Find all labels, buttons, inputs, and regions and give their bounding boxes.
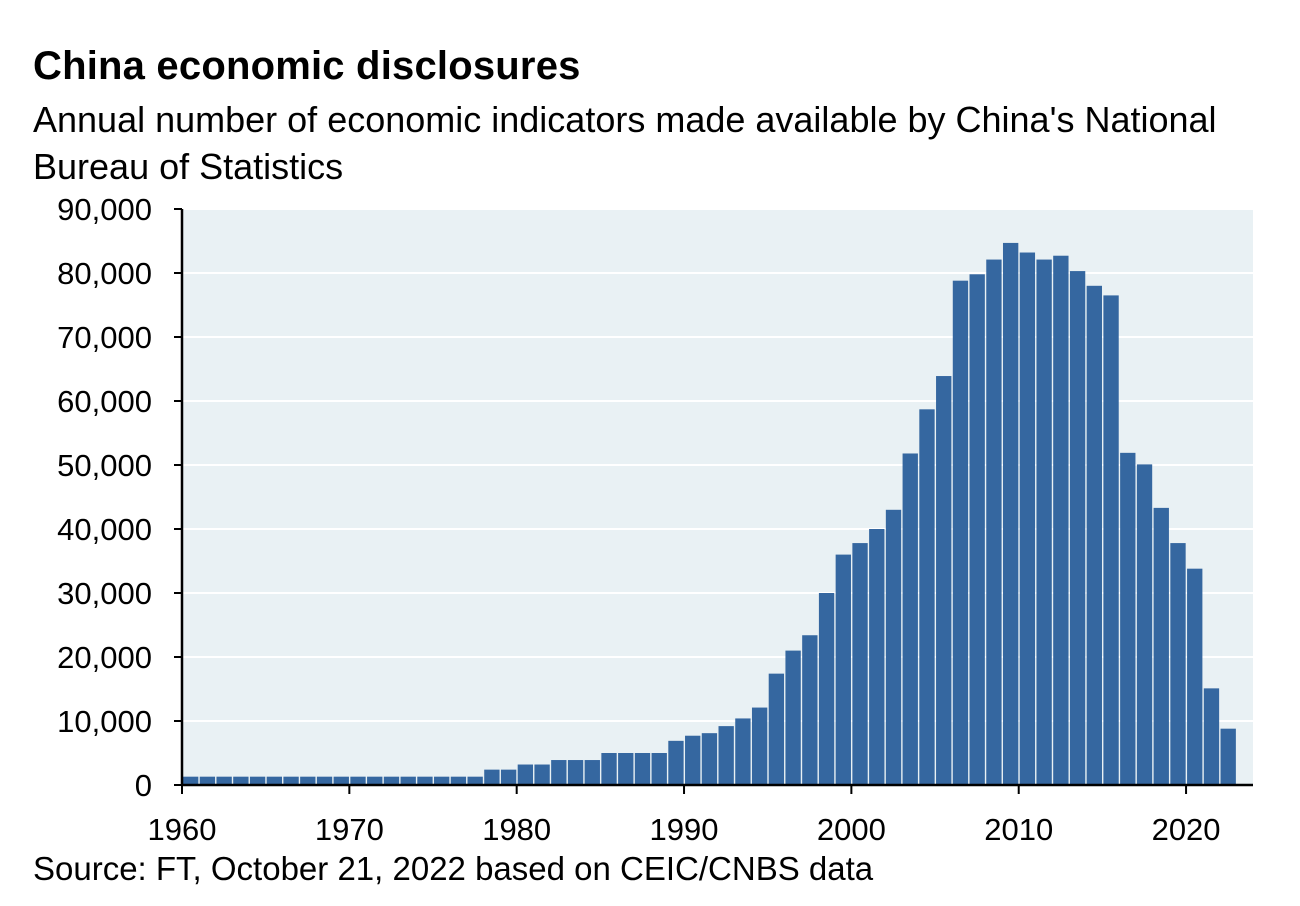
bar-1967: [300, 776, 316, 785]
y-tick-label: 0: [135, 768, 152, 803]
bar-1984: [584, 760, 600, 785]
bar-1985: [601, 753, 617, 785]
bar-1971: [367, 776, 383, 785]
bar-1961: [199, 776, 216, 785]
bar-1974: [417, 776, 433, 785]
bar-1999: [835, 554, 851, 785]
bar-2005: [936, 376, 952, 785]
y-tick-label: 40,000: [57, 512, 152, 547]
bar-2001: [869, 529, 885, 785]
x-tick-label: 1980: [482, 812, 551, 847]
bar-1960: [183, 776, 199, 785]
bar-2013: [1069, 271, 1086, 786]
y-tick-label: 30,000: [57, 576, 152, 611]
bar-2022: [1220, 728, 1236, 785]
bar-1977: [467, 776, 483, 785]
bar-1969: [333, 776, 349, 785]
chart-subtitle: Annual number of economic indicators mad…: [33, 99, 1217, 187]
bar-2018: [1153, 507, 1169, 785]
bar-2019: [1170, 543, 1186, 785]
bar-1998: [818, 593, 835, 785]
x-tick-label: 1990: [650, 812, 719, 847]
bar-2007: [969, 274, 985, 785]
bar-1979: [500, 769, 517, 785]
bar-1966: [283, 776, 299, 785]
chart-title: China economic disclosures: [33, 44, 581, 88]
bar-2015: [1103, 295, 1119, 785]
y-tick-label: 10,000: [57, 704, 152, 739]
bar-1975: [434, 776, 450, 785]
bar-1994: [751, 707, 768, 785]
bar-1963: [233, 776, 249, 785]
bar-1996: [785, 650, 801, 785]
bar-2014: [1086, 285, 1102, 785]
x-tick-label: 1970: [315, 812, 384, 847]
bar-2000: [852, 543, 868, 785]
bar-1980: [517, 764, 534, 785]
bar-2004: [919, 409, 935, 785]
bar-1964: [249, 776, 266, 785]
y-tick-label: 50,000: [57, 448, 152, 483]
y-tick-label: 60,000: [57, 384, 152, 419]
x-tick-label: 2000: [817, 812, 886, 847]
x-axis-tick-labels: 1960 1970 1980 1990 2000 2010 2020: [148, 785, 1221, 847]
bar-1972: [383, 776, 400, 785]
bar-1990: [685, 735, 701, 785]
bar-1978: [484, 769, 500, 785]
bar-2002: [885, 509, 902, 785]
bar-1989: [668, 740, 684, 785]
bar-2017: [1136, 464, 1153, 785]
bar-2011: [1036, 259, 1052, 785]
bar-1982: [551, 760, 567, 785]
bar-1988: [651, 753, 667, 785]
bar-1965: [266, 776, 283, 785]
bar-1976: [450, 776, 467, 785]
bar-1986: [618, 753, 634, 785]
bars: [183, 242, 1236, 786]
bar-1992: [718, 726, 734, 785]
y-axis-tick-labels: 0 10,000 20,000 30,000 40,000 50,000 60,000 70,…: [57, 192, 182, 803]
y-tick-label: 70,000: [57, 320, 152, 355]
bar-1995: [768, 673, 785, 785]
bar-1970: [350, 776, 366, 785]
bar-1968: [316, 776, 333, 785]
bar-2021: [1203, 688, 1220, 785]
bar-1987: [634, 753, 651, 785]
bar-2020: [1187, 568, 1203, 785]
bar-2010: [1019, 252, 1036, 785]
bar-2012: [1053, 255, 1069, 786]
y-tick-label: 90,000: [57, 192, 152, 227]
bar-1962: [216, 776, 232, 785]
x-tick-label: 1960: [148, 812, 217, 847]
axes: [180, 209, 1253, 787]
bar-2009: [1002, 242, 1019, 786]
bar-1991: [701, 733, 718, 785]
bar-1973: [400, 776, 416, 785]
bar-1983: [567, 760, 584, 785]
bar-1993: [735, 718, 751, 785]
x-tick-label: 2020: [1152, 812, 1221, 847]
y-tick-label: 20,000: [57, 640, 152, 675]
bar-1981: [534, 764, 550, 785]
bar-2016: [1120, 452, 1136, 785]
bar-2008: [986, 259, 1002, 785]
bar-2003: [902, 453, 918, 785]
bar-2006: [952, 280, 969, 785]
y-tick-label: 80,000: [57, 256, 152, 291]
x-tick-label: 2010: [984, 812, 1053, 847]
bar-1997: [802, 635, 818, 785]
source-note: Source: FT, October 21, 2022 based on CE…: [33, 850, 874, 887]
